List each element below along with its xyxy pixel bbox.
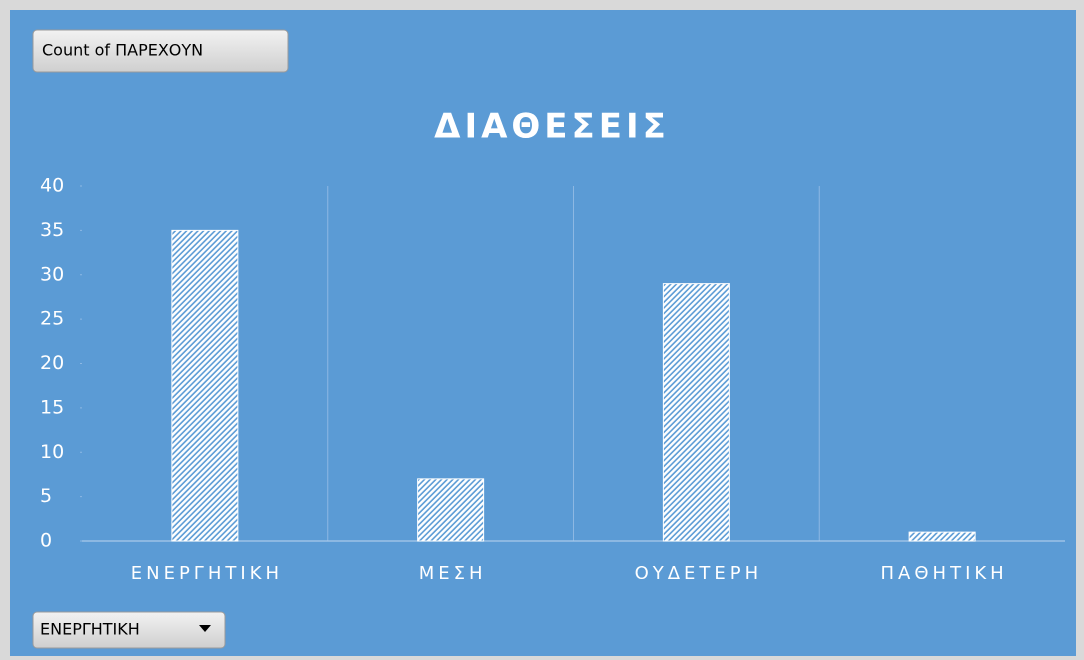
x-tick-label: ΕΝΕΡΓΗΤΙΚΗ bbox=[131, 563, 283, 584]
x-tick-label: ΜΕΣΗ bbox=[419, 563, 487, 584]
x-tick-label: ΠΑΘΗΤΙΚΗ bbox=[881, 563, 1008, 584]
button-label: Count of ΠΑΡΕΧΟΥΝ bbox=[42, 41, 203, 60]
value-field-button[interactable]: Count of ΠΑΡΕΧΟΥΝ bbox=[32, 29, 289, 73]
y-tick-label: 0 bbox=[40, 530, 52, 552]
axis-field-button[interactable]: ΕΝΕΡΓΗΤΙΚΗ bbox=[32, 611, 226, 649]
button-label: ΕΝΕΡΓΗΤΙΚΗ bbox=[40, 620, 140, 639]
y-tick-label: 15 bbox=[40, 396, 64, 418]
y-tick-label: 40 bbox=[40, 175, 64, 197]
y-tick-label: 20 bbox=[40, 352, 64, 374]
y-tick-label: 5 bbox=[40, 485, 52, 507]
y-tick-label: 35 bbox=[40, 219, 64, 241]
dropdown-arrow bbox=[199, 625, 211, 632]
x-tick-label: ΟΥΔΕΤΕΡΗ bbox=[635, 563, 763, 584]
bar bbox=[417, 478, 485, 542]
chart-title: ΔΙΑΘΕΣΕΙΣ bbox=[434, 107, 670, 147]
bar bbox=[908, 531, 976, 542]
bar bbox=[662, 283, 730, 542]
bar bbox=[171, 229, 239, 542]
y-tick-label: 10 bbox=[40, 441, 64, 463]
y-tick-label: 30 bbox=[40, 263, 64, 285]
y-tick-label: 25 bbox=[40, 308, 64, 330]
